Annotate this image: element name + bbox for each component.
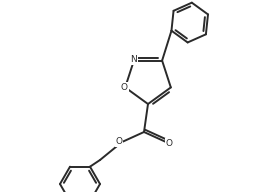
Text: O: O (121, 83, 128, 92)
Text: N: N (130, 55, 137, 64)
Text: O: O (166, 138, 172, 147)
Text: O: O (116, 137, 123, 146)
